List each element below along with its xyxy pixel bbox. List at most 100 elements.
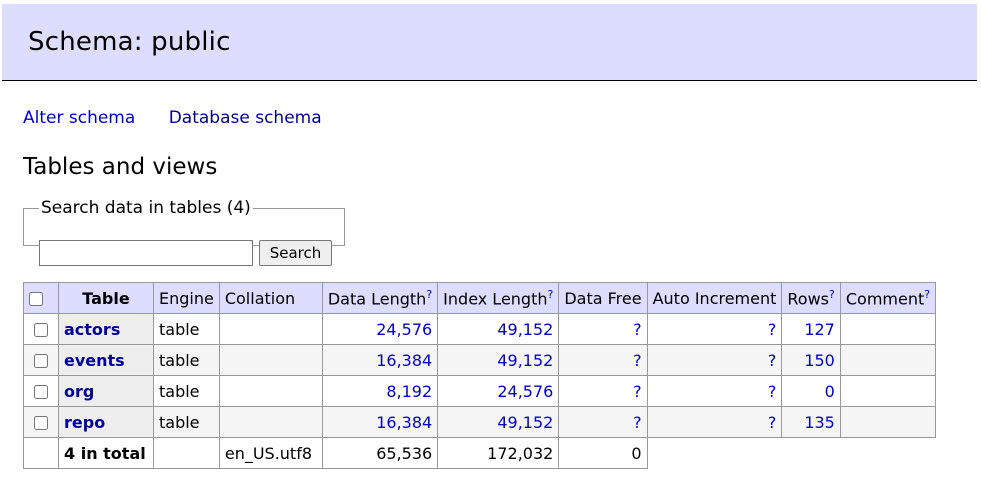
- col-comment-label[interactable]: Comment: [845, 289, 925, 309]
- rows-link[interactable]: 135: [804, 412, 835, 432]
- auto-increment-link[interactable]: ?: [767, 350, 777, 370]
- col-index-length-label[interactable]: Index Length: [443, 289, 548, 309]
- rows-cell: 127: [781, 313, 841, 345]
- total-index-length: 172,032: [437, 437, 560, 469]
- tables-and-views-heading: Tables and views: [23, 154, 218, 180]
- search-input[interactable]: [39, 240, 253, 266]
- select-all-cell: [23, 282, 59, 314]
- rows-cell: 135: [781, 406, 841, 438]
- table-header-row: Table Engine Collation Data Length? Inde…: [23, 282, 937, 314]
- row-checkbox[interactable]: [34, 416, 48, 430]
- total-collation: en_US.utf8: [218, 437, 323, 469]
- col-rows-label[interactable]: Rows: [787, 289, 830, 309]
- col-engine[interactable]: Engine: [153, 282, 220, 314]
- index-length-cell: 49,152: [437, 406, 560, 438]
- data-free-link[interactable]: ?: [633, 412, 642, 432]
- select-all-checkbox[interactable]: [29, 292, 43, 306]
- col-table[interactable]: Table: [58, 282, 154, 314]
- data-free-cell: ?: [558, 344, 648, 376]
- data-length-link[interactable]: 16,384: [376, 412, 433, 432]
- row-checkbox[interactable]: [34, 354, 48, 368]
- tables-grid: Table Engine Collation Data Length? Inde…: [23, 282, 937, 469]
- engine-cell: table: [153, 344, 220, 376]
- index-length-link[interactable]: 49,152: [497, 412, 554, 432]
- comment-help-icon[interactable]: ?: [924, 287, 931, 301]
- index-length-help-icon[interactable]: ?: [547, 287, 554, 301]
- comment-cell: [839, 375, 937, 407]
- rows-link[interactable]: 150: [804, 350, 835, 370]
- auto-increment-link[interactable]: ?: [767, 412, 777, 432]
- auto-increment-link[interactable]: ?: [767, 319, 777, 339]
- col-rows: Rows?: [781, 282, 841, 314]
- total-engine-cell: [153, 437, 220, 469]
- database-schema-link[interactable]: Database schema: [168, 108, 322, 128]
- col-index-length: Index Length?: [437, 282, 560, 314]
- row-checkbox-cell: [23, 406, 59, 438]
- total-label: 4 in total: [58, 437, 154, 469]
- rows-cell: 150: [781, 344, 841, 376]
- total-data-length: 65,536: [321, 437, 439, 469]
- total-row: 4 in total en_US.utf8 65,536 172,032 0: [23, 437, 936, 469]
- auto-increment-link[interactable]: ?: [767, 381, 777, 401]
- row-checkbox[interactable]: [34, 385, 48, 399]
- table-row: repo table 16,384 49,152 ? ? 135: [23, 406, 937, 438]
- auto-increment-cell: ?: [646, 406, 783, 438]
- row-checkbox-cell: [23, 344, 59, 376]
- col-comment: Comment?: [839, 282, 937, 314]
- index-length-cell: 49,152: [437, 313, 560, 345]
- index-length-cell: 49,152: [437, 344, 560, 376]
- collation-cell: [218, 344, 323, 376]
- data-free-link[interactable]: ?: [633, 319, 642, 339]
- data-length-link[interactable]: 16,384: [376, 350, 433, 370]
- index-length-link[interactable]: 49,152: [497, 319, 554, 339]
- index-length-cell: 24,576: [437, 375, 560, 407]
- data-length-cell: 16,384: [321, 344, 439, 376]
- row-checkbox[interactable]: [34, 323, 48, 337]
- comment-cell: [839, 406, 937, 438]
- data-length-help-icon[interactable]: ?: [426, 287, 433, 301]
- rows-cell: 0: [781, 375, 841, 407]
- rows-help-icon[interactable]: ?: [829, 287, 835, 301]
- col-data-length: Data Length?: [321, 282, 439, 314]
- alter-schema-link[interactable]: Alter schema: [23, 108, 136, 128]
- collation-cell: [218, 375, 323, 407]
- col-collation[interactable]: Collation: [218, 282, 323, 314]
- table-name-cell: org: [58, 375, 154, 407]
- col-data-free[interactable]: Data Free: [558, 282, 648, 314]
- total-empty-cell: [23, 437, 59, 469]
- data-length-link[interactable]: 24,576: [376, 319, 433, 339]
- auto-increment-cell: ?: [646, 313, 783, 345]
- auto-increment-cell: ?: [646, 375, 783, 407]
- engine-cell: table: [153, 313, 220, 345]
- table-name-link[interactable]: actors: [64, 319, 121, 339]
- data-free-link[interactable]: ?: [633, 381, 642, 401]
- data-free-cell: ?: [558, 406, 648, 438]
- table-name-cell: events: [58, 344, 154, 376]
- comment-cell: [839, 344, 937, 376]
- collation-cell: [218, 313, 323, 345]
- auto-increment-cell: ?: [646, 344, 783, 376]
- index-length-link[interactable]: 49,152: [497, 350, 554, 370]
- data-free-cell: ?: [558, 375, 648, 407]
- table-name-link[interactable]: org: [64, 381, 95, 401]
- page-header: Schema: public: [2, 4, 977, 81]
- col-data-length-label[interactable]: Data Length: [327, 289, 427, 309]
- table-name-link[interactable]: repo: [64, 412, 106, 432]
- total-data-free: 0: [558, 437, 648, 469]
- data-free-link[interactable]: ?: [633, 350, 642, 370]
- table-name-cell: repo: [58, 406, 154, 438]
- comment-cell: [839, 313, 937, 345]
- search-fieldset: Search data in tables (4) Search: [23, 198, 345, 266]
- table-name-cell: actors: [58, 313, 154, 345]
- col-auto-increment[interactable]: Auto Increment: [646, 282, 783, 314]
- rows-link[interactable]: 127: [804, 319, 835, 339]
- search-legend: Search data in tables (4): [41, 198, 251, 218]
- table-name-link[interactable]: events: [64, 350, 125, 370]
- engine-cell: table: [153, 406, 220, 438]
- search-button[interactable]: Search: [259, 240, 332, 266]
- schema-links: Alter schema Database schema: [23, 108, 350, 128]
- rows-link[interactable]: 0: [824, 381, 835, 401]
- data-length-link[interactable]: 8,192: [386, 381, 433, 401]
- engine-cell: table: [153, 375, 220, 407]
- index-length-link[interactable]: 24,576: [497, 381, 554, 401]
